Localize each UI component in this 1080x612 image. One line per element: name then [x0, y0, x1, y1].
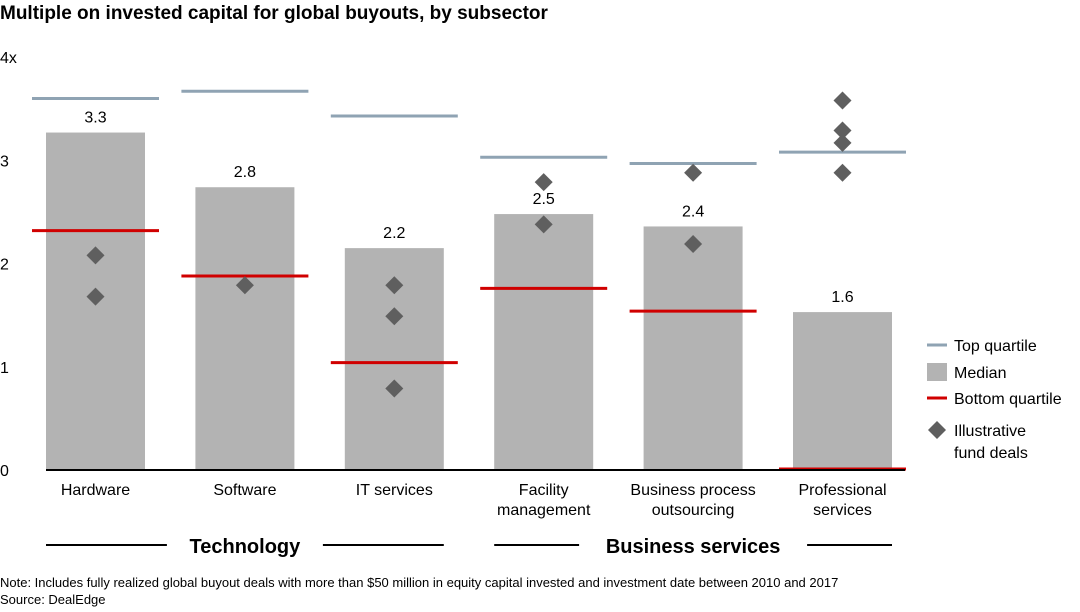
fund-deal-point [833, 163, 852, 182]
median-bar [793, 312, 892, 470]
fund-deal-point [833, 133, 852, 152]
fund-deal-point [385, 276, 404, 295]
legend-label: Top quartile [954, 338, 1037, 355]
median-data-label: 2.4 [682, 203, 704, 220]
chart-title: Multiple on invested capital for global … [0, 3, 548, 24]
x-tick-label: IT services [356, 482, 433, 499]
fund-deal-point [833, 121, 852, 140]
fund-deal-point [534, 173, 553, 192]
median-data-label: 2.2 [383, 225, 405, 242]
median-data-label: 1.6 [831, 289, 853, 306]
y-tick-label: 3 [0, 153, 9, 170]
x-tick-label: management [497, 502, 591, 519]
median-bar [195, 187, 295, 470]
x-tick-label: Facility [519, 482, 569, 499]
legend-label: fund deals [954, 445, 1028, 462]
median-data-label: 2.5 [533, 191, 555, 208]
x-tick-label: Professional [798, 482, 886, 499]
fund-deal-point [86, 246, 105, 265]
y-tick-label: 2 [0, 257, 9, 274]
y-tick-label: 1 [0, 360, 9, 377]
fund-deal-point [385, 379, 404, 398]
group-label: Technology [190, 536, 302, 558]
median-data-label: 2.8 [234, 164, 256, 181]
x-tick-label: Business process [630, 482, 755, 499]
legend-label: Median [954, 365, 1006, 382]
x-tick-label: Software [213, 482, 276, 499]
x-tick-label: outsourcing [652, 502, 735, 519]
group-label: Business services [606, 536, 781, 558]
source: Source: DealEdge [0, 592, 106, 607]
footnote: Note: Includes fully realized global buy… [0, 575, 839, 590]
fund-deal-point [86, 287, 105, 306]
fund-deal-point [235, 276, 254, 295]
fund-deal-point [833, 91, 852, 110]
legend-fund-deal-icon [928, 421, 946, 439]
y-tick-label: 0 [0, 463, 9, 480]
legend-label: Bottom quartile [954, 391, 1062, 408]
fund-deal-point [534, 215, 553, 234]
median-bar [494, 214, 594, 470]
x-tick-label: services [813, 502, 872, 519]
fund-deal-point [684, 234, 703, 253]
median-data-label: 3.3 [84, 110, 106, 127]
fund-deal-point [385, 307, 404, 326]
x-tick-label: Hardware [61, 482, 130, 499]
y-tick-label: 4x [0, 50, 17, 67]
median-bar [643, 226, 743, 470]
legend-label: Illustrative [954, 423, 1026, 440]
fund-deal-point [684, 163, 703, 182]
legend-median-icon [927, 363, 947, 381]
